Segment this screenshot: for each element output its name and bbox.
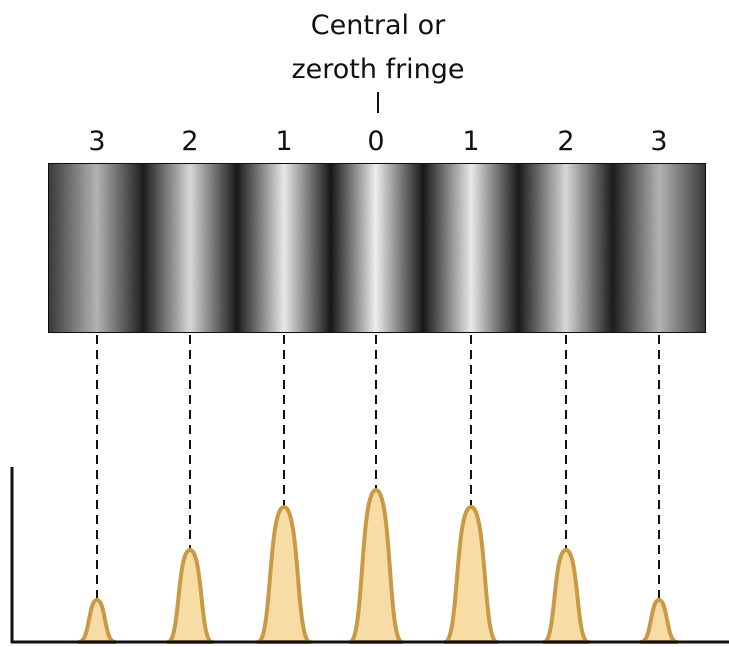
peak <box>639 598 679 644</box>
annotation-line: Central or <box>311 10 446 41</box>
fringe-label: 3 <box>88 126 105 157</box>
peak <box>542 548 590 644</box>
fringe-label: 1 <box>462 126 479 157</box>
fringe-label: 2 <box>181 126 198 157</box>
dashed-guides <box>96 335 660 600</box>
peak <box>443 505 499 644</box>
fringe-label: 2 <box>557 126 574 157</box>
annotation-line: zeroth fringe <box>291 54 464 85</box>
peak <box>256 505 312 644</box>
fringe-label: 1 <box>275 126 292 157</box>
fringe-pattern <box>47 162 707 334</box>
fringe-label: 3 <box>650 126 667 157</box>
peak <box>348 488 404 644</box>
intensity-peaks <box>77 488 679 644</box>
fringe-label: 0 <box>367 126 384 157</box>
peak <box>166 548 214 644</box>
peak <box>77 598 117 644</box>
